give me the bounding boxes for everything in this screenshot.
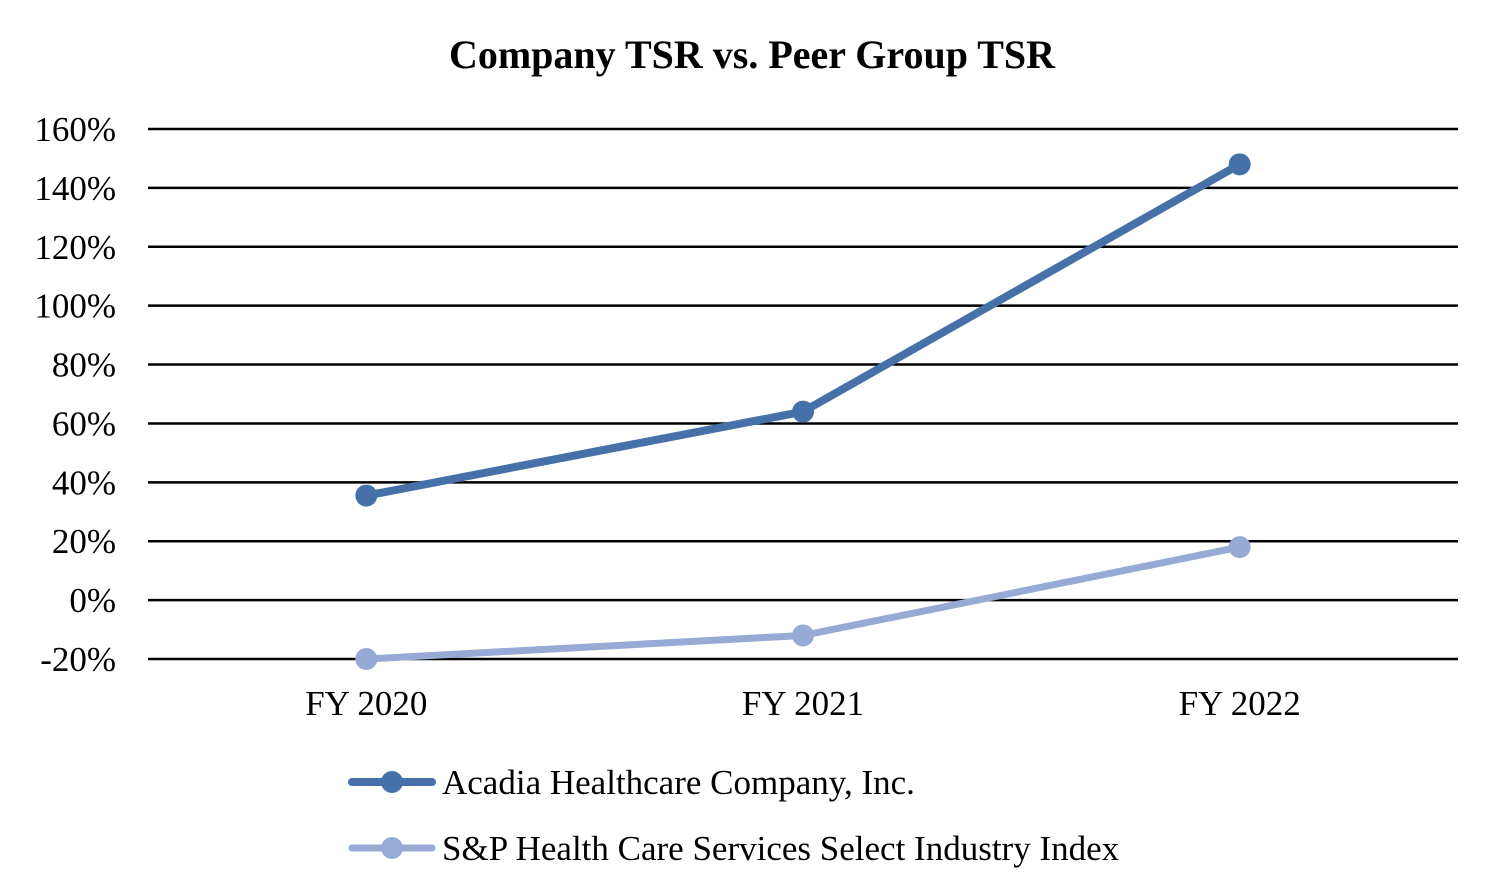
legend-item-2: S&P Health Care Services Select Industry… xyxy=(348,829,1120,868)
x-tick-label: FY 2021 xyxy=(742,684,864,723)
data-point xyxy=(355,484,378,507)
y-axis-ticks: 160% 140% 120% 100% 80% 60% 40% 20% 0% -20% xyxy=(34,110,116,679)
legend: Acadia Healthcare Company, Inc. S&P Healt… xyxy=(348,763,1120,868)
gridlines xyxy=(148,127,1458,661)
y-tick-label: 60% xyxy=(52,404,116,443)
y-tick-label: 80% xyxy=(52,346,116,385)
legend-item-1: Acadia Healthcare Company, Inc. xyxy=(348,763,915,802)
y-tick-label: 0% xyxy=(69,581,116,620)
data-point xyxy=(1228,536,1251,559)
chart-title: Company TSR vs. Peer Group TSR xyxy=(449,32,1056,77)
legend-point-marker xyxy=(381,771,403,793)
x-tick-label: FY 2022 xyxy=(1179,684,1301,723)
y-tick-label: -20% xyxy=(40,640,116,679)
series-1 xyxy=(355,153,1251,507)
series-2 xyxy=(355,536,1251,670)
y-tick-label: 120% xyxy=(34,228,116,267)
y-tick-label: 140% xyxy=(34,169,116,208)
legend-label: S&P Health Care Services Select Industry… xyxy=(442,829,1120,868)
x-tick-label: FY 2020 xyxy=(305,684,427,723)
legend-label: Acadia Healthcare Company, Inc. xyxy=(442,763,915,802)
data-point xyxy=(792,624,814,647)
x-axis-ticks: FY 2020 FY 2021 FY 2022 xyxy=(305,684,1301,723)
series-line xyxy=(362,160,1244,500)
data-point xyxy=(355,648,378,670)
y-tick-label: 40% xyxy=(52,463,116,502)
legend-point-marker xyxy=(381,837,403,859)
data-point xyxy=(792,400,814,423)
y-tick-label: 20% xyxy=(52,522,116,561)
series-lines xyxy=(355,153,1251,670)
y-tick-label: 100% xyxy=(34,287,116,326)
y-tick-label: 160% xyxy=(34,110,116,149)
data-point xyxy=(1228,153,1251,176)
